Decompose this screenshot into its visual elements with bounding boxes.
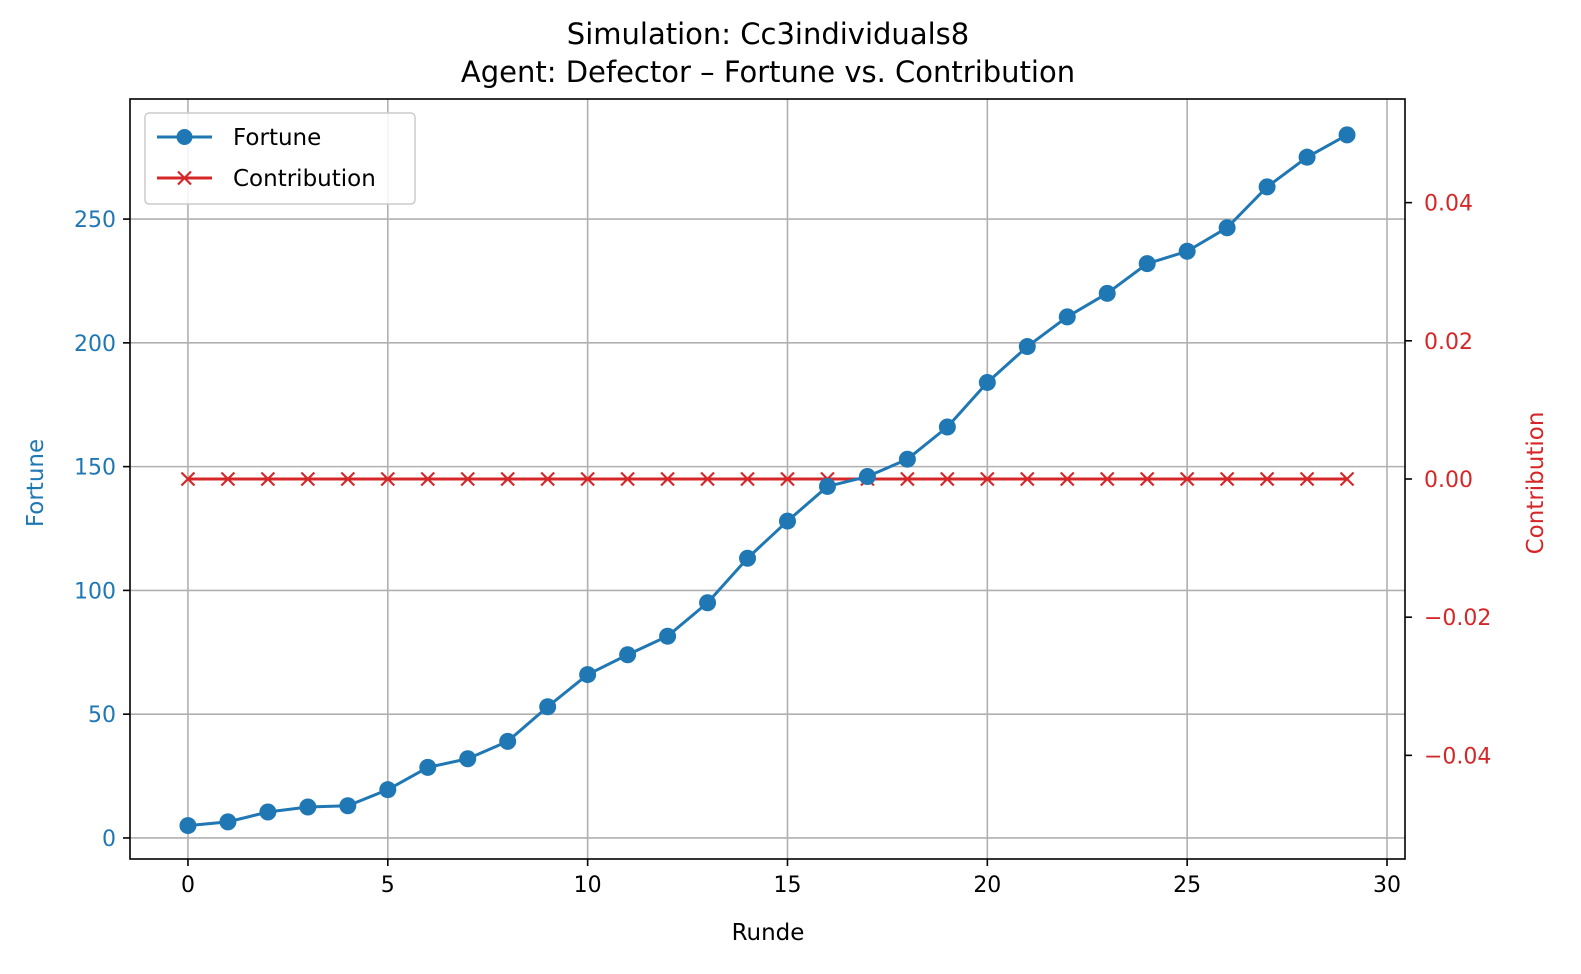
ticks-layer: 0 5 10 15 20 25 30 0 50 100 150 200 250 −0.04 −0.02 0.0… [74, 192, 1491, 898]
contribution-point [1259, 471, 1275, 487]
y-left-tick-label: 0 [102, 827, 116, 852]
x-tick-label: 25 [1173, 873, 1201, 898]
fortune-point [739, 549, 757, 567]
fortune-point [1098, 284, 1116, 302]
x-tick-label: 5 [381, 873, 395, 898]
legend-fortune-marker [176, 129, 193, 145]
y-left-tick-label: 100 [74, 579, 116, 604]
contribution-point [740, 471, 755, 487]
contribution-point [1059, 471, 1075, 487]
contribution-point [1020, 471, 1035, 487]
fortune-point [499, 732, 517, 750]
fortune-point [579, 666, 597, 684]
contribution-point [1099, 471, 1115, 487]
x-tick-label: 30 [1373, 873, 1401, 898]
fortune-point [339, 797, 357, 815]
y-right-tick-label: 0.00 [1424, 468, 1473, 493]
fortune-point [659, 627, 677, 645]
fortune-point [259, 803, 277, 821]
y-right-tick-label: −0.04 [1424, 744, 1491, 769]
y-right-tick-label: −0.02 [1424, 606, 1491, 631]
y-left-tick-label: 150 [74, 456, 116, 481]
contribution-point [580, 471, 595, 487]
fortune-point [1058, 308, 1076, 326]
contribution-point [1219, 471, 1235, 487]
legend: Fortune Contribution [144, 112, 416, 205]
plot-frame [129, 98, 1406, 860]
contribution-point [1299, 471, 1315, 487]
x-tick-label: 20 [973, 873, 1001, 898]
contribution-point [780, 471, 795, 487]
contribution-point [260, 471, 276, 487]
fortune-point [978, 373, 996, 391]
fortune-point [619, 646, 637, 664]
contribution-point [1139, 471, 1155, 487]
contribution-point [380, 471, 396, 487]
legend-contribution-label: Contribution [233, 166, 376, 192]
contribution-point [460, 471, 476, 487]
fortune-point [379, 781, 397, 799]
contribution-point [620, 471, 635, 487]
y-left-tick-label: 250 [74, 208, 116, 233]
fortune-point [1178, 242, 1196, 260]
fortune-point [938, 418, 956, 436]
contribution-point [660, 471, 675, 487]
y-left-tick-label: 50 [88, 703, 116, 728]
contribution-point [340, 471, 356, 487]
y-right-tick-label: 0.04 [1424, 192, 1473, 217]
x-tick-label: 0 [181, 873, 195, 898]
fortune-point [1218, 219, 1236, 237]
fortune-point [818, 477, 836, 495]
fortune-point [419, 758, 437, 776]
y-right-axis-label: Contribution [1523, 412, 1549, 555]
contribution-point [220, 471, 236, 487]
legend-contribution-marker [177, 170, 192, 186]
fortune-point [1338, 126, 1356, 144]
contribution-point [1179, 471, 1195, 487]
contribution-point [540, 471, 555, 487]
chart-subtitle: Agent: Defector – Fortune vs. Contributi… [461, 55, 1075, 89]
contribution-point [180, 471, 196, 487]
contribution-point [300, 471, 316, 487]
contribution-point [1339, 471, 1355, 487]
contribution-point [980, 471, 995, 487]
contribution-point [500, 471, 515, 487]
fortune-point [858, 468, 876, 486]
fortune-point [459, 750, 477, 768]
contribution-point [420, 471, 436, 487]
fortune-point [219, 813, 237, 831]
fortune-point [539, 698, 557, 716]
series-layer [179, 126, 1356, 835]
y-right-tick-label: 0.02 [1424, 330, 1473, 355]
contribution-point [700, 471, 715, 487]
fortune-point [299, 798, 317, 816]
x-tick-label: 10 [574, 873, 602, 898]
fortune-point [1298, 148, 1316, 166]
legend-fortune-label: Fortune [233, 125, 321, 151]
contribution-point [900, 471, 915, 487]
fortune-point [1018, 338, 1036, 356]
y-left-tick-label: 200 [74, 332, 116, 357]
fortune-point [1258, 178, 1276, 196]
legend-box [144, 112, 416, 205]
fortune-point [179, 817, 197, 835]
contribution-point [940, 471, 955, 487]
fortune-point [699, 594, 717, 612]
x-tick-label: 15 [773, 873, 801, 898]
fortune-point [1138, 255, 1156, 273]
x-axis-label: Runde [732, 920, 805, 946]
chart-title: Simulation: Cc3individuals8 [567, 17, 969, 51]
y-left-axis-label: Fortune [23, 439, 49, 527]
fortune-point [778, 512, 796, 530]
fortune-point [898, 450, 916, 468]
